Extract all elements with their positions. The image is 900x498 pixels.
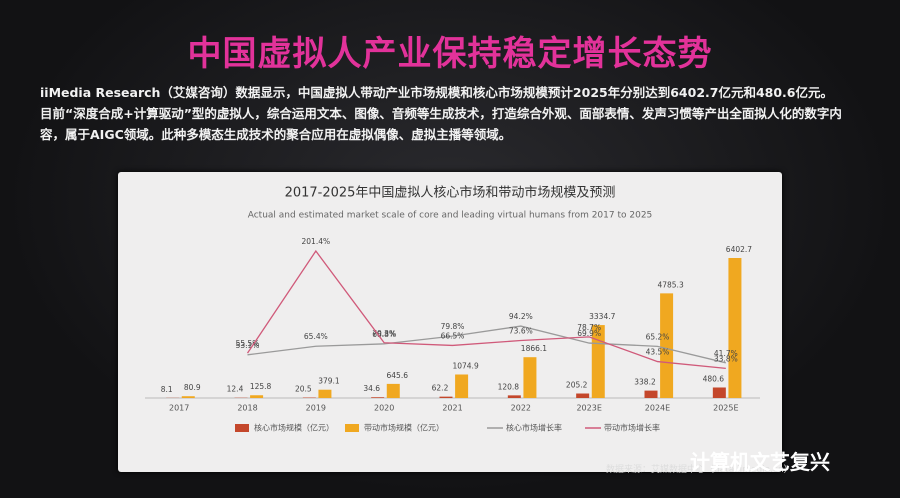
bar	[712, 387, 726, 398]
legend-label: 核心市场增长率	[506, 423, 562, 433]
x-tick-label: 2023E	[576, 404, 601, 413]
chart-title: 2017-2025年中国虚拟人核心市场和带动市场规模及预测	[285, 185, 616, 201]
line-label: 201.4%	[302, 237, 331, 246]
bar	[455, 374, 469, 398]
bar	[507, 395, 521, 398]
bar-label: 205.2	[566, 381, 588, 390]
bar-label: 120.8	[498, 382, 520, 391]
bar-label: 379.1	[318, 377, 340, 386]
slide-title: 中国虚拟人产业保持稳定增长态势	[187, 34, 713, 74]
bar	[250, 395, 264, 398]
line-label: 65.4%	[304, 332, 328, 341]
bar	[386, 383, 400, 398]
paragraph: 目前“深度合成+计算驱动”型的虚拟人，综合运用文本、图像、音频等生成技术，打造综…	[40, 106, 842, 142]
watermark: 计算机文艺复兴	[690, 450, 830, 474]
bar-label: 20.5	[295, 385, 312, 394]
x-tick-label: 2022	[511, 404, 531, 413]
legend-label: 带动市场增长率	[604, 423, 660, 433]
bar-label: 338.2	[634, 378, 656, 387]
line-label: 69.9%	[577, 329, 601, 338]
legend-swatch	[345, 424, 359, 432]
bar-label: 3334.7	[589, 312, 615, 321]
bar-label: 8.1	[161, 385, 173, 394]
bar	[181, 396, 195, 398]
legend-swatch	[235, 424, 249, 432]
bar-label: 80.9	[184, 383, 201, 392]
line-label: 73.6%	[509, 326, 533, 335]
line-label: 79.8%	[441, 322, 465, 331]
x-tick-label: 2018	[237, 404, 257, 413]
line-label: 55.5%	[236, 339, 260, 348]
x-tick-label: 2017	[169, 404, 189, 413]
description: iiMedia Research（艾媒咨询）数据显示，中国虚拟人带动产业市场规模…	[40, 82, 860, 145]
bar-label: 645.6	[387, 371, 409, 380]
bar	[728, 258, 742, 398]
source: 数据来源：艾媒数据中心（data.iimedia.cn）	[606, 465, 793, 475]
line-label: 78.7%	[577, 323, 601, 332]
bar-label: 12.4	[227, 385, 244, 394]
bar-label: 1074.9	[452, 361, 478, 370]
line-label: 41.7%	[714, 349, 738, 358]
bar	[660, 293, 674, 398]
x-tick-label: 2021	[442, 404, 462, 413]
bar	[318, 389, 332, 398]
legend-label: 带动市场规模（亿元）	[364, 423, 444, 433]
bar-label: 6402.7	[726, 245, 752, 254]
bar-label: 1866.1	[521, 344, 547, 353]
line-label: 33.8%	[714, 354, 738, 363]
x-tick-label: 2024E	[645, 404, 670, 413]
bar-label: 125.8	[250, 382, 272, 391]
x-tick-label: 2025E	[713, 404, 738, 413]
bar-label: 480.6	[703, 374, 725, 383]
line-label: 43.5%	[646, 348, 670, 357]
bar	[523, 357, 537, 398]
line-label: 66.5%	[441, 331, 465, 340]
bar	[644, 390, 658, 398]
bar	[439, 396, 453, 398]
line-label: 70.3%	[372, 329, 396, 338]
legend-label: 核心市场规模（亿元）	[254, 423, 334, 433]
bar-label: 34.6	[363, 384, 380, 393]
bar	[371, 397, 385, 398]
x-tick-label: 2019	[306, 404, 326, 413]
line-label: 65.2%	[646, 332, 670, 341]
line-label: 53.1%	[236, 341, 260, 350]
line-label: 68.8%	[372, 330, 396, 339]
bar	[576, 393, 590, 398]
growth-line	[246, 249, 726, 369]
chart-subtitle: Actual and estimated market scale of cor…	[248, 211, 653, 221]
line-label: 94.2%	[509, 312, 533, 321]
bar-label: 4785.3	[657, 280, 683, 289]
bar-label: 62.2	[432, 384, 449, 393]
growth-line	[247, 325, 726, 364]
paragraph: iiMedia Research（艾媒咨询）数据显示，中国虚拟人带动产业市场规模…	[40, 85, 834, 100]
x-tick-label: 2020	[374, 404, 394, 413]
